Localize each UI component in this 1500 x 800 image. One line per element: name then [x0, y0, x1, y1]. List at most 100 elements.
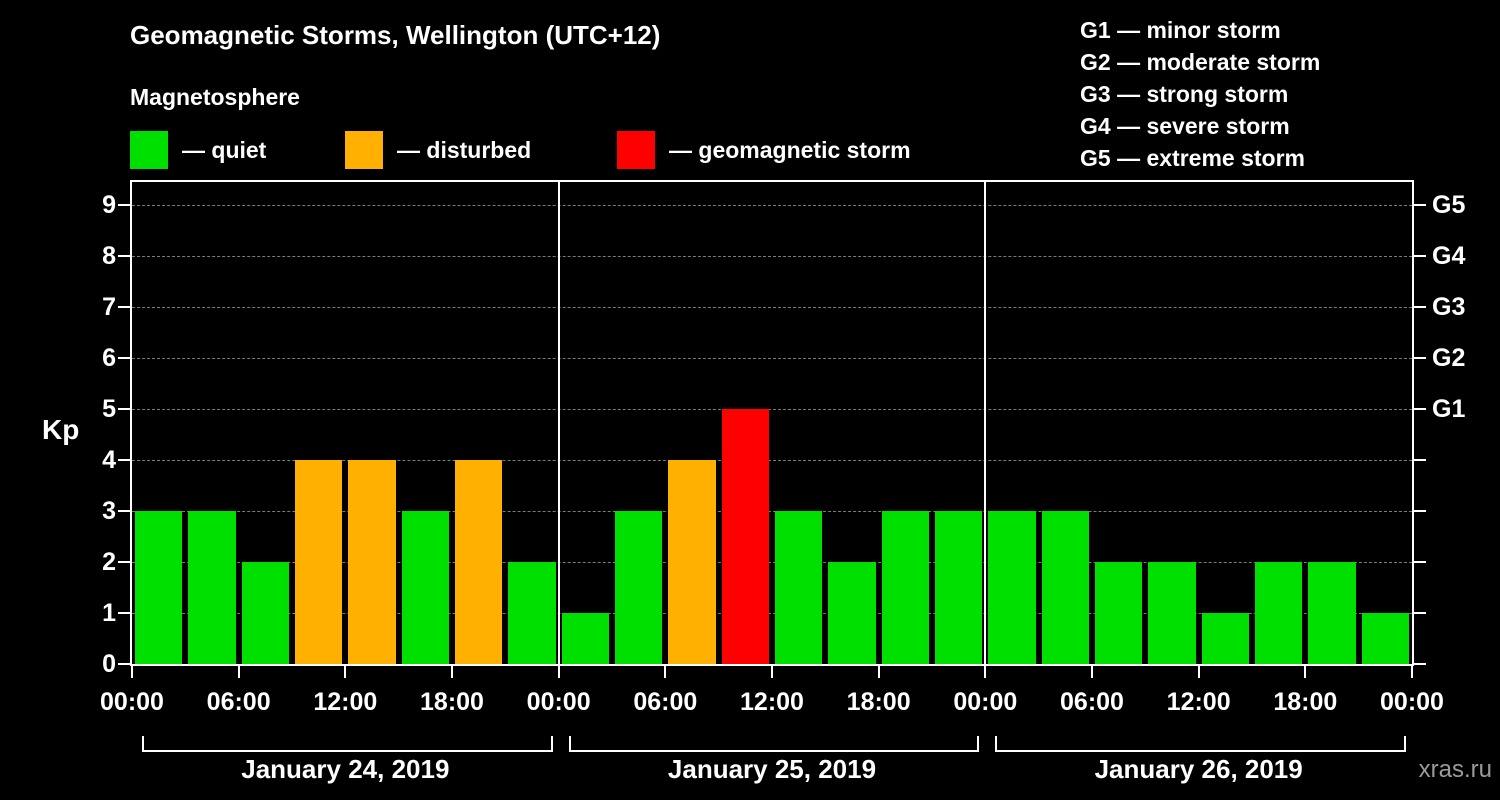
g2-legend-line: G2 — moderate storm [1080, 49, 1321, 75]
y-tick-mark-right-8 [1414, 255, 1426, 257]
y-tick-mark-right-2 [1414, 561, 1426, 563]
y-tick-label-8: 8 [102, 242, 116, 270]
gridline-kp-7 [132, 307, 1412, 308]
storm-label: — geomagnetic storm [669, 136, 911, 163]
legend-item-disturbed: — disturbed [345, 130, 531, 170]
g-scale-label-G2: G2 [1432, 344, 1466, 372]
g3-legend-line: G3 — strong storm [1080, 81, 1289, 107]
gridline-kp-5 [132, 409, 1412, 410]
y-tick-label-2: 2 [102, 548, 116, 576]
x-tick-mark-4 [557, 666, 560, 678]
day-bracket-2 [995, 736, 1406, 752]
x-tick-mark-9 [1091, 666, 1093, 678]
x-tick-label-10: 12:00 [1166, 688, 1231, 716]
x-tick-label-5: 06:00 [633, 688, 698, 716]
kp-bar-17 [1041, 511, 1089, 664]
y-tick-mark-right-7 [1414, 306, 1426, 308]
day-label-0: January 24, 2019 [241, 754, 450, 784]
y-tick-mark-right-5 [1414, 408, 1426, 410]
x-tick-label-3: 18:00 [420, 688, 484, 716]
y-tick-label-1: 1 [102, 599, 116, 627]
x-tick-mark-3 [451, 666, 453, 678]
page-title: Geomagnetic Storms, Wellington (UTC+12) [130, 20, 661, 50]
x-tick-mark-2 [344, 666, 347, 678]
g-scale-label-G4: G4 [1432, 242, 1466, 270]
y-tick-mark-right-6 [1414, 357, 1426, 359]
y-tick-mark-left-9 [118, 204, 130, 206]
kp-bar-22 [1308, 562, 1356, 664]
kp-bar-20 [1201, 613, 1249, 664]
y-tick-mark-right-4 [1414, 459, 1426, 461]
g-scale-legend: G1 — minor storm G2 — moderate storm G3 … [1080, 14, 1320, 174]
y-tick-mark-right-1 [1414, 612, 1426, 614]
x-tick-mark-10 [1197, 666, 1200, 678]
kp-bar-7 [508, 562, 556, 664]
kp-bar-6 [455, 460, 503, 664]
day-label-2: January 26, 2019 [1094, 754, 1303, 784]
kp-bar-12 [775, 511, 823, 664]
chart-subtitle: Magnetosphere [130, 84, 300, 110]
x-tick-mark-7 [877, 666, 880, 678]
y-tick-mark-left-2 [118, 561, 130, 563]
y-tick-label-5: 5 [102, 395, 116, 423]
g-scale-label-G5: G5 [1432, 191, 1466, 219]
disturbed-label: — disturbed [397, 136, 532, 163]
gridline-kp-1 [132, 613, 1412, 614]
x-tick-label-11: 18:00 [1273, 688, 1338, 716]
x-tick-mark-6 [771, 666, 773, 678]
g5-legend-line: G5 — extreme storm [1080, 145, 1305, 171]
x-tick-label-9: 06:00 [1060, 688, 1124, 716]
watermark: xras.ru [1418, 756, 1492, 783]
g1-legend-line: G1 — minor storm [1080, 17, 1281, 43]
x-tick-label-12: 00:00 [1380, 688, 1444, 716]
kp-bar-0 [135, 511, 183, 664]
gridline-kp-4 [132, 460, 1412, 461]
g-scale-label-G3: G3 [1432, 293, 1466, 321]
y-tick-mark-left-8 [118, 255, 130, 257]
plot-area [130, 180, 1414, 666]
x-tick-mark-11 [1304, 666, 1307, 678]
y-tick-mark-left-3 [118, 510, 130, 512]
g-scale-label-G1: G1 [1432, 395, 1466, 423]
kp-bar-3 [295, 460, 343, 664]
kp-bar-1 [188, 511, 236, 664]
kp-bar-15 [935, 511, 983, 664]
quiet-label: — quiet [182, 136, 267, 163]
day-bracket-1 [568, 736, 980, 752]
kp-bar-2 [241, 562, 289, 664]
kp-bar-13 [828, 562, 876, 664]
gridline-kp-6 [132, 358, 1412, 359]
disturbed-color-swatch [345, 131, 383, 169]
gridline-kp-2 [132, 562, 1412, 563]
kp-bar-19 [1148, 562, 1196, 664]
day-label-1: January 25, 2019 [667, 754, 877, 784]
y-tick-mark-left-6 [118, 357, 130, 359]
gridline-kp-3 [132, 511, 1412, 512]
y-tick-mark-left-0 [118, 663, 130, 665]
kp-bar-5 [401, 511, 449, 664]
legend-item-storm: — geomagnetic storm [617, 130, 911, 170]
y-tick-mark-left-7 [118, 306, 130, 308]
kp-bar-21 [1255, 562, 1303, 664]
y-tick-mark-right-0 [1414, 663, 1426, 665]
x-tick-label-1: 06:00 [206, 688, 271, 716]
y-tick-label-0: 0 [102, 650, 116, 678]
day-separator-2 [984, 182, 987, 664]
kp-bar-16 [988, 511, 1036, 664]
x-tick-mark-8 [984, 666, 987, 678]
legend-item-quiet: — quiet [130, 130, 266, 170]
g4-legend-line: G4 — severe storm [1080, 113, 1290, 139]
y-tick-label-4: 4 [102, 446, 116, 474]
x-tick-label-4: 00:00 [526, 688, 591, 716]
gridline-kp-9 [132, 205, 1412, 206]
day-separator-1 [557, 182, 560, 664]
x-tick-label-7: 18:00 [846, 688, 911, 716]
kp-bar-23 [1361, 613, 1409, 664]
x-tick-label-0: 00:00 [100, 688, 164, 716]
x-tick-mark-1 [237, 666, 240, 678]
y-tick-label-6: 6 [102, 344, 116, 372]
y-tick-mark-left-1 [118, 612, 130, 614]
y-tick-label-9: 9 [102, 191, 116, 219]
x-tick-label-6: 12:00 [740, 688, 804, 716]
